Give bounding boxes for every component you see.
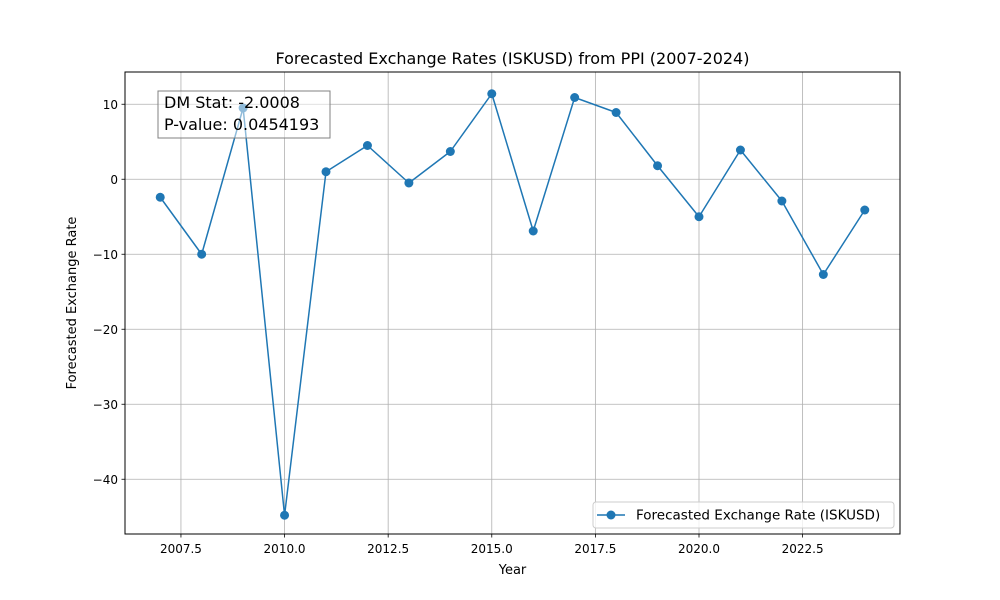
y-tick-label: −40 [93,473,118,487]
y-tick-label: 0 [110,173,118,187]
data-point [404,178,414,188]
data-point [818,270,828,279]
x-axis-label: Year [498,563,527,578]
legend-marker-swatch [606,510,616,520]
data-point [611,108,621,117]
x-tick-label: 2022.5 [782,542,824,556]
annotation-dm-stat: DM Stat: -2.0008 [164,93,300,112]
y-tick-label: −10 [93,248,118,262]
data-point [528,226,538,236]
series-line [159,93,866,516]
ticks: 2007.5 2010.0 2012.5 2015.0 2017.5 2020.0 2022… [93,98,824,556]
data-point [445,147,455,156]
y-tick-label: −20 [93,323,118,337]
annotation-p-value: P-value: 0.0454193 [164,115,319,134]
data-point [860,205,870,215]
x-tick-label: 2017.5 [574,542,616,556]
data-point [653,161,663,171]
data-point [197,249,207,259]
y-tick-label: 10 [103,98,118,112]
data-point [694,212,704,222]
x-tick-label: 2015.0 [471,542,513,556]
legend-label: Forecasted Exchange Rate (ISKUSD) [636,508,880,524]
y-tick-label: −30 [93,398,118,412]
data-point [155,192,165,202]
legend: Forecasted Exchange Rate (ISKUSD) [592,501,895,529]
x-tick-label: 2012.5 [367,542,409,556]
data-point [280,510,290,520]
data-point [735,145,745,155]
data-point [777,196,787,206]
x-tick-label: 2010.0 [264,542,306,556]
data-point [570,93,580,102]
x-tick-label: 2007.5 [160,542,202,556]
series-layer [155,89,870,520]
annotation-box: DM Stat: -2.0008 P-value: 0.0454193 [157,90,331,139]
y-axis-label: Forecasted Exchange Rate [65,217,80,390]
plot-frame [124,71,901,535]
data-point [321,167,331,177]
data-point [362,141,372,150]
x-tick-label: 2020.0 [678,542,720,556]
chart-title: Forecasted Exchange Rates (ISKUSD) from … [276,49,750,68]
data-point [487,89,497,99]
